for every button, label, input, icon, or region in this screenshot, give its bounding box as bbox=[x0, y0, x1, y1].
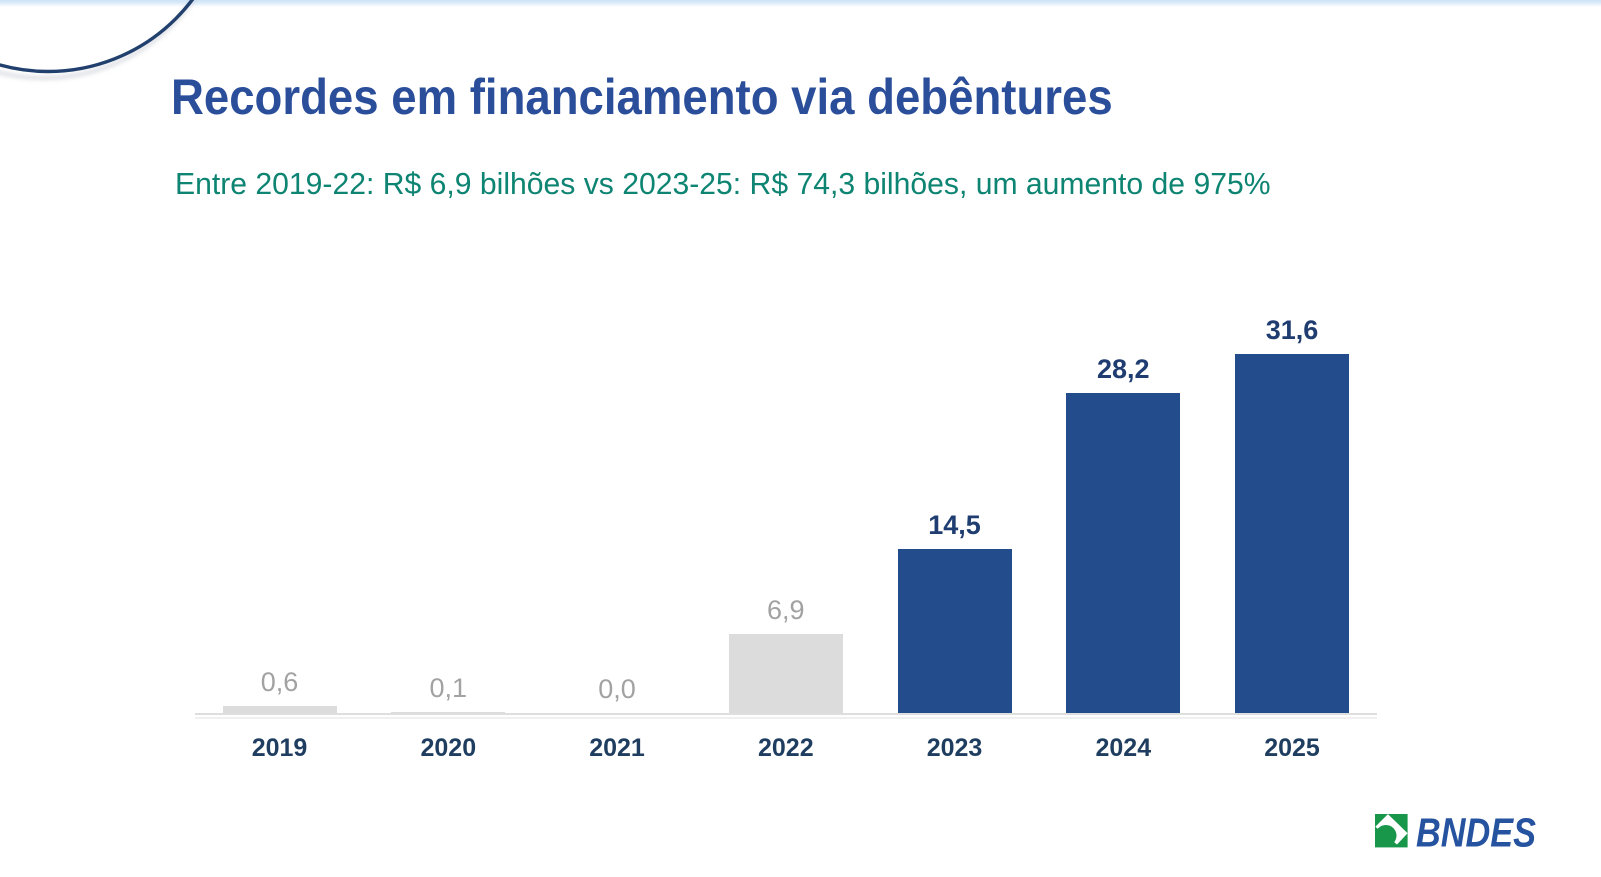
svg-text:BNDES: BNDES bbox=[1416, 810, 1536, 856]
